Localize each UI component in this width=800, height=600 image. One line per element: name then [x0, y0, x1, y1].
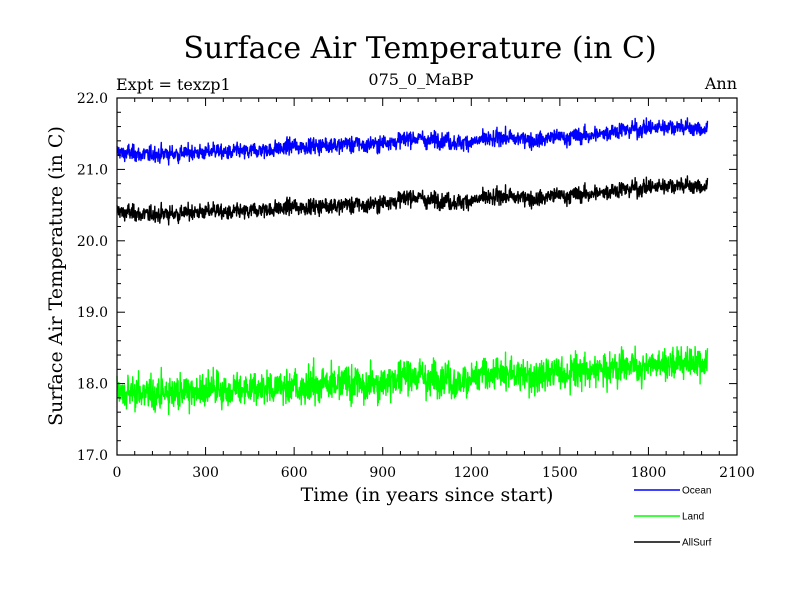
y-tick-label: 21.0: [77, 162, 108, 178]
x-tick-label: 1500: [542, 465, 578, 481]
season-label: Ann: [704, 74, 737, 93]
legend-label-allsurf: AllSurf: [682, 538, 712, 549]
y-axis-label: Surface Air Temperature (in C): [45, 126, 67, 426]
x-tick-label: 1200: [453, 465, 489, 481]
y-tick-label: 20.0: [77, 234, 108, 250]
y-tick-label: 22.0: [77, 91, 108, 107]
series-line-land: [116, 345, 709, 416]
plot-frame: [116, 97, 738, 456]
legend: Ocean Land AllSurf: [634, 486, 712, 549]
y-tick-label: 18.0: [77, 377, 108, 393]
x-axis-label: Time (in years since start): [301, 484, 554, 506]
x-tick-label: 900: [369, 465, 396, 481]
axes: 0 300 600 900 1200 1500 1800 2100 17.0 18.0 19.0 20…: [77, 91, 755, 481]
y-tick-label: 19.0: [77, 305, 108, 321]
x-tick-label: 0: [113, 465, 122, 481]
series-line-allsurf: [116, 175, 709, 226]
x-tick-label: 600: [281, 465, 308, 481]
x-tick-label: 2100: [719, 465, 755, 481]
y-tick-label: 17.0: [77, 448, 108, 464]
series-line-ocean: [116, 117, 709, 166]
chart-title: Surface Air Temperature (in C): [183, 31, 656, 66]
x-tick-label: 300: [192, 465, 219, 481]
experiment-label: Expt = texzp1: [116, 75, 231, 94]
period-label: 075_0_MaBP: [368, 70, 473, 89]
x-tick-label: 1800: [631, 465, 667, 481]
legend-label-land: Land: [682, 512, 704, 523]
legend-label-ocean: Ocean: [682, 486, 711, 497]
plot-lines: [116, 117, 709, 416]
